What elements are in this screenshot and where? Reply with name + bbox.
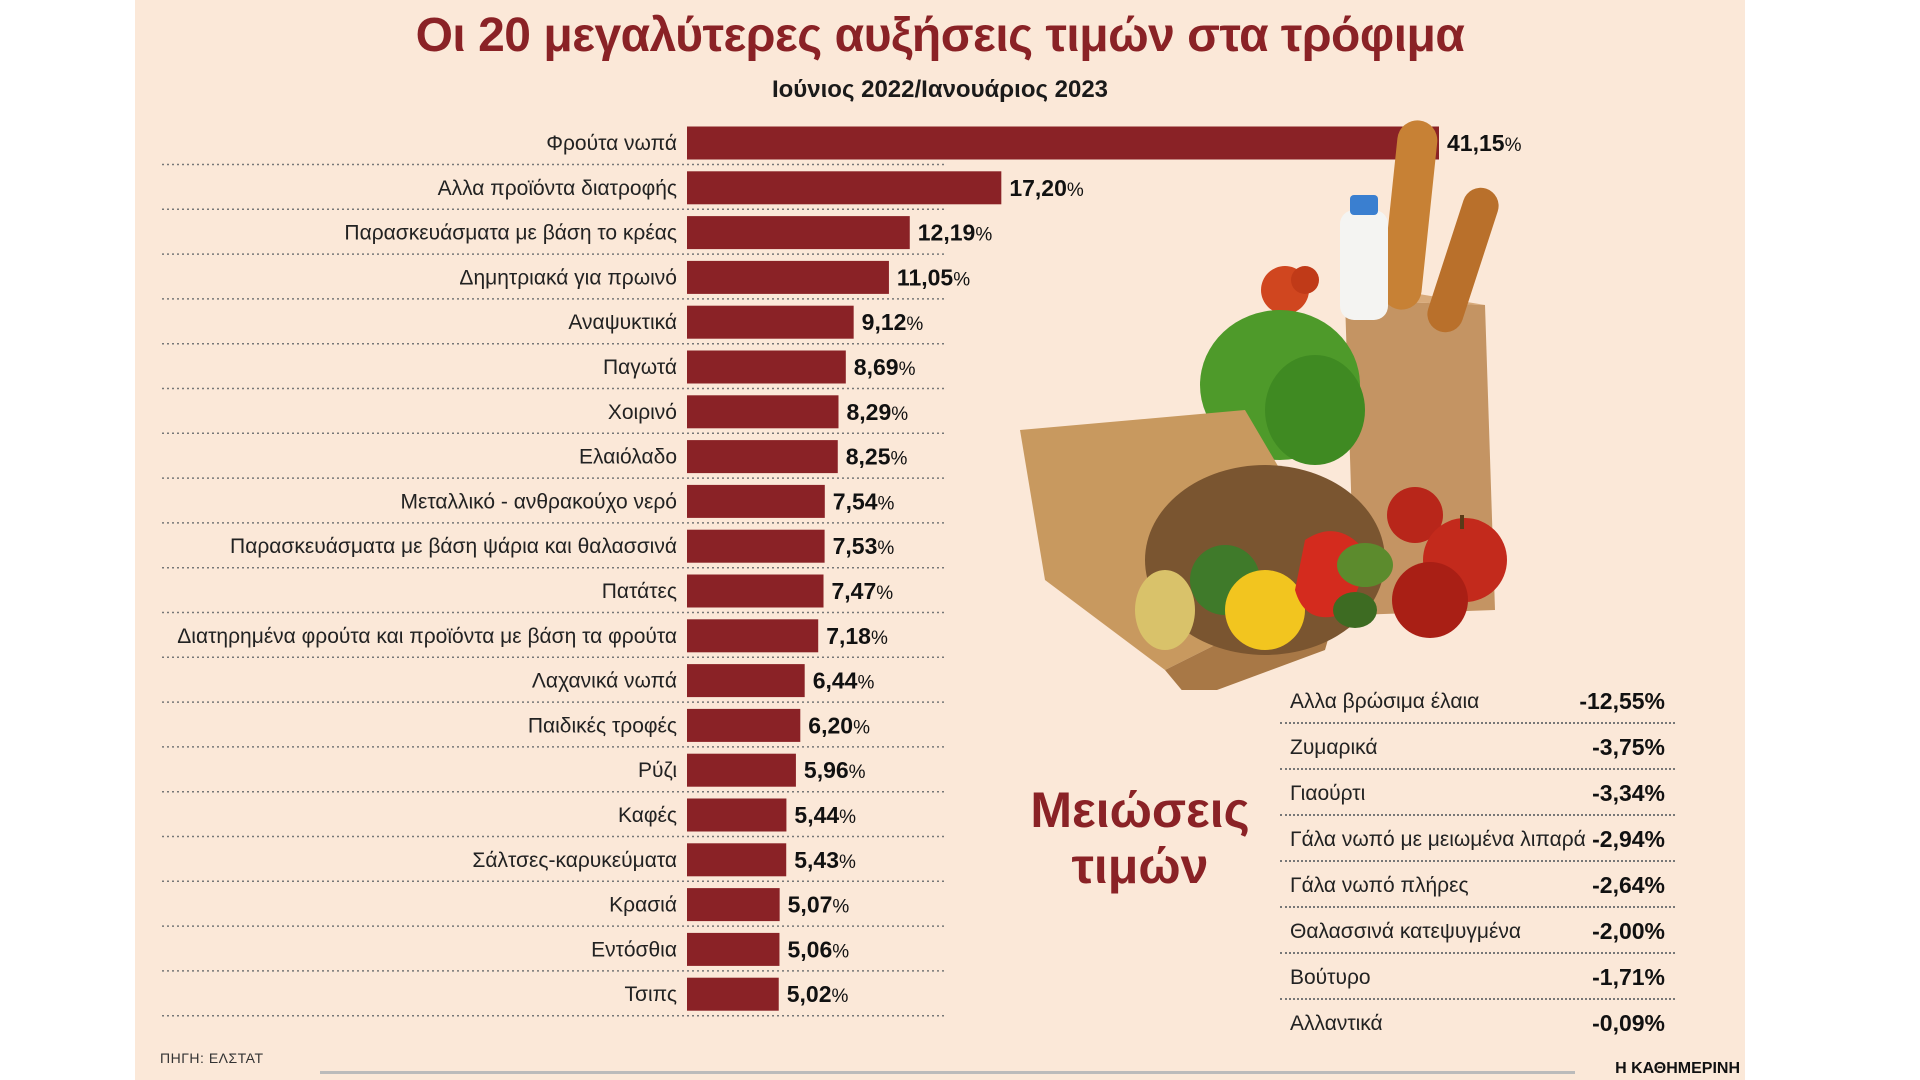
decrease-row: Αλλα βρώσιμα έλαια -12,55%: [1280, 678, 1675, 724]
decrease-row: Θαλασσινά κατεψυγμένα -2,00%: [1280, 908, 1675, 954]
decrease-row: Γιαούρτι -3,34%: [1280, 770, 1675, 816]
bar: [687, 126, 1439, 160]
value-label: 6,20%: [808, 712, 870, 738]
bar: [687, 619, 819, 653]
category-label: Μεταλλικό - ανθρακούχο νερό: [400, 490, 677, 513]
decrease-row: Γάλα νωπό πλήρες -2,64%: [1280, 862, 1675, 908]
category-label: Σάλτσες-καρυκεύματα: [472, 849, 677, 872]
category-label: Εντόσθια: [591, 938, 677, 961]
bar: [687, 350, 846, 384]
grocery-bags-illustration: [1020, 120, 1507, 690]
decrease-value: -2,64%: [1592, 872, 1665, 898]
infographic-panel: Οι 20 μεγαλύτερες αυξήσεις τιμών στα τρό…: [135, 0, 1745, 1080]
bar: [687, 216, 910, 250]
category-label: Παρασκευάσματα με βάση το κρέας: [344, 222, 677, 245]
bar: [687, 484, 825, 518]
category-label: Δημητριακά για πρωινό: [459, 266, 677, 289]
value-label: 11,05%: [897, 264, 970, 290]
bar: [687, 171, 1002, 205]
value-label: 5,44%: [794, 802, 856, 828]
decrease-name: Γάλα νωπό πλήρες: [1290, 874, 1469, 897]
bar: [687, 305, 854, 339]
category-label: Αναψυκτικά: [568, 311, 677, 334]
category-label: Ελαιόλαδο: [579, 446, 677, 469]
decrease-row: Βούτυρο -1,71%: [1280, 954, 1675, 1000]
value-label: 6,44%: [813, 668, 875, 694]
decrease-value: -12,55%: [1579, 688, 1665, 714]
bar: [687, 529, 825, 563]
chart-subtitle: Ιούνιος 2022/Ιανουάριος 2023: [771, 76, 1109, 103]
decreases-list: Αλλα βρώσιμα έλαια -12,55% Ζυμαρικά -3,7…: [1280, 678, 1675, 1044]
category-label: Κρασιά: [609, 894, 677, 917]
value-label: 5,96%: [804, 757, 866, 783]
decrease-name: Θαλασσινά κατεψυγμένα: [1290, 920, 1521, 943]
bar: [687, 932, 780, 966]
category-label: Ρύζι: [638, 759, 677, 782]
decrease-value: -3,34%: [1592, 780, 1665, 806]
value-label: 9,12%: [862, 309, 924, 335]
chart-title: Οι 20 μεγαλύτερες αυξήσεις τιμών στα τρό…: [415, 9, 1465, 62]
bar: [687, 708, 801, 742]
category-label: Παγωτά: [603, 356, 677, 379]
category-label: Τσιπς: [625, 983, 677, 1006]
value-label: 8,69%: [854, 354, 916, 380]
bar: [687, 574, 824, 608]
category-label: Παρασκευάσματα με βάση ψάρια και θαλασσι…: [230, 535, 677, 558]
source-note: ΠΗΓΗ: ΕΛΣΤΑΤ: [160, 1050, 264, 1066]
bar: [687, 977, 779, 1011]
decrease-row: Αλλαντικά -0,09%: [1280, 1000, 1675, 1044]
decrease-value: -1,71%: [1592, 964, 1665, 990]
category-label: Λαχανικά νωπά: [532, 670, 677, 693]
decrease-value: -2,94%: [1592, 826, 1665, 852]
bar: [687, 440, 838, 474]
value-label: 5,02%: [787, 981, 849, 1007]
decrease-row: Γάλα νωπό με μειωμένα λιπαρά -2,94%: [1280, 816, 1675, 862]
bar: [687, 260, 889, 294]
value-label: 12,19%: [918, 220, 993, 246]
bottom-divider: [320, 1071, 1575, 1074]
value-label: 7,47%: [832, 578, 894, 604]
bar: [687, 753, 796, 787]
decrease-name: Γάλα νωπό με μειωμένα λιπαρά: [1290, 828, 1586, 851]
decrease-value: -3,75%: [1592, 734, 1665, 760]
bar: [687, 395, 839, 429]
category-label: Παιδικές τροφές: [528, 714, 677, 737]
value-label: 7,18%: [826, 623, 888, 649]
category-label: Πατάτες: [602, 580, 677, 603]
bar: [687, 664, 805, 698]
bar-chart: Φρούτα νωπά 41,15% Αλλα προϊόντα διατροφής…: [162, 126, 1522, 1017]
value-label: 7,54%: [833, 488, 895, 514]
value-label: 5,07%: [788, 892, 850, 918]
bar: [687, 798, 787, 832]
value-label: 41,15%: [1447, 130, 1522, 156]
category-label: Διατηρημένα φρούτα και προϊόντα με βάση …: [177, 625, 677, 648]
decreases-title-line1: Μειώσεις: [1030, 782, 1250, 838]
publisher-logo: Η ΚΑΘΗΜΕΡΙΝΗ: [1615, 1060, 1740, 1077]
decrease-name: Αλλαντικά: [1290, 1012, 1383, 1035]
decrease-name: Ζυμαρικά: [1290, 736, 1378, 759]
decrease-name: Βούτυρο: [1290, 966, 1371, 989]
decrease-name: Αλλα βρώσιμα έλαια: [1290, 690, 1480, 713]
bar: [687, 888, 780, 922]
value-label: 17,20%: [1009, 175, 1084, 201]
decrease-row: Ζυμαρικά -3,75%: [1280, 724, 1675, 770]
bar: [687, 843, 787, 877]
category-label: Χοιρινό: [608, 401, 677, 424]
value-label: 7,53%: [833, 533, 895, 559]
category-label: Καφές: [618, 804, 677, 827]
decrease-value: -2,00%: [1592, 918, 1665, 944]
value-label: 5,43%: [794, 847, 856, 873]
category-label: Φρούτα νωπά: [546, 132, 677, 155]
decrease-name: Γιαούρτι: [1290, 782, 1366, 805]
value-label: 8,25%: [846, 444, 908, 470]
value-label: 5,06%: [787, 936, 849, 962]
decrease-value: -0,09%: [1592, 1010, 1665, 1036]
value-label: 8,29%: [846, 399, 908, 425]
decreases-title-line2: τιμών: [1071, 838, 1209, 894]
category-label: Αλλα προϊόντα διατροφής: [438, 177, 677, 200]
decreases-title: Μειώσεις τιμών: [1025, 782, 1255, 894]
